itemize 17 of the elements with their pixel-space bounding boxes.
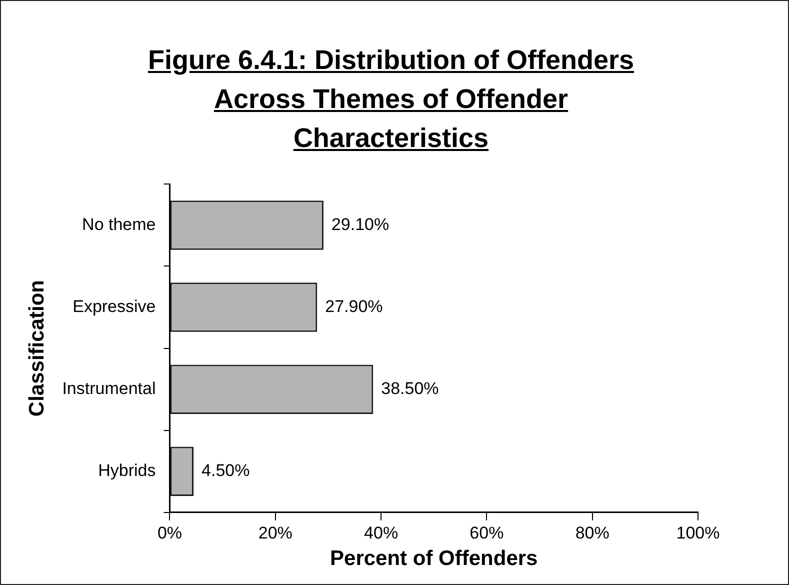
x-axis-title: Percent of Offenders [330, 547, 538, 570]
data-label: 38.50% [381, 379, 439, 398]
y-tick-label: Instrumental [62, 379, 156, 398]
data-label: 27.90% [325, 296, 383, 316]
data-label: 4.50% [202, 461, 250, 480]
x-tick-label: 0% [157, 523, 182, 542]
data-label: 29.10% [331, 214, 390, 234]
y-tick-label: Expressive [72, 296, 156, 316]
x-tick-label: 60% [470, 523, 504, 542]
y-tick-label: Hybrids [98, 461, 156, 480]
x-tick-label: 100% [676, 523, 720, 542]
chart-title: Figure 6.4.1: Distribution of Offenders Across Themes of Offender Characteristics [146, 44, 636, 155]
x-tick-label: 40% [364, 523, 398, 542]
x-tick-label: 20% [258, 523, 292, 542]
x-tick-label: 80% [575, 523, 610, 542]
y-tick-label: No theme [82, 214, 156, 234]
y-axis-title: Classification [25, 280, 48, 417]
